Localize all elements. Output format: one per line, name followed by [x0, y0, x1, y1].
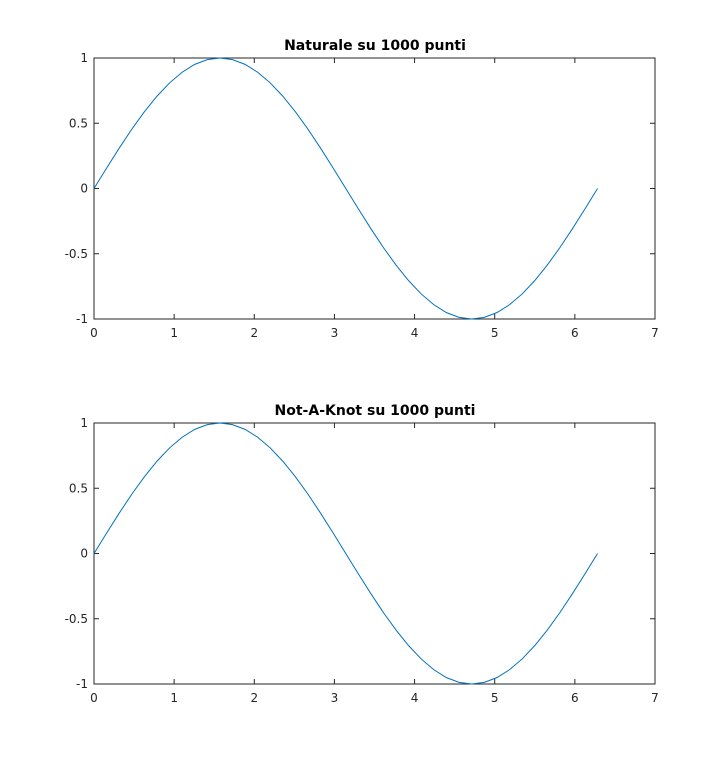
- x-tick-label: 4: [411, 326, 419, 340]
- chart-title: Not-A-Knot su 1000 punti: [275, 403, 476, 419]
- x-tick-label: 6: [571, 326, 579, 340]
- axes-box: [93, 57, 656, 320]
- y-tick-label: -0.5: [65, 247, 88, 261]
- x-tick-label: 3: [331, 326, 339, 340]
- y-tick-label: 0: [80, 547, 88, 561]
- x-tick-label: 2: [250, 691, 258, 705]
- y-tick-label: -0.5: [65, 612, 88, 626]
- x-tick-label: 1: [170, 691, 178, 705]
- x-tick-label: 0: [90, 326, 98, 340]
- chart-title: Naturale su 1000 punti: [284, 38, 466, 54]
- x-tick-label: 6: [571, 691, 579, 705]
- x-tick-label: 2: [250, 326, 258, 340]
- y-tick-label: -1: [76, 677, 88, 691]
- chart-not-a-knot: Not-A-Knot su 1000 punti 0 1 2 3 4 5 6 7 -1 -0.5 0…: [65, 403, 659, 705]
- series-line: [93, 57, 598, 320]
- x-tick-label: 5: [491, 691, 499, 705]
- y-tick-label: 1: [80, 416, 88, 430]
- y-tick-label: 0.5: [69, 116, 88, 130]
- chart-naturale: Naturale su 1000 punti 0 1 2 3 4 5 6 7 -1 -0.5 0 0.…: [65, 38, 659, 340]
- y-tick-label: -1: [76, 312, 88, 326]
- x-tick-label: 5: [491, 326, 499, 340]
- x-tick-label: 1: [170, 326, 178, 340]
- axes-box: [93, 422, 656, 685]
- x-tick-label: 7: [651, 326, 659, 340]
- y-tick-label: 0.5: [69, 481, 88, 495]
- x-tick-label: 7: [651, 691, 659, 705]
- x-tick-label: 0: [90, 691, 98, 705]
- x-tick-label: 3: [331, 691, 339, 705]
- x-tick-label: 4: [411, 691, 419, 705]
- y-tick-label: 1: [80, 51, 88, 65]
- series-line: [93, 422, 598, 685]
- y-tick-label: 0: [80, 182, 88, 196]
